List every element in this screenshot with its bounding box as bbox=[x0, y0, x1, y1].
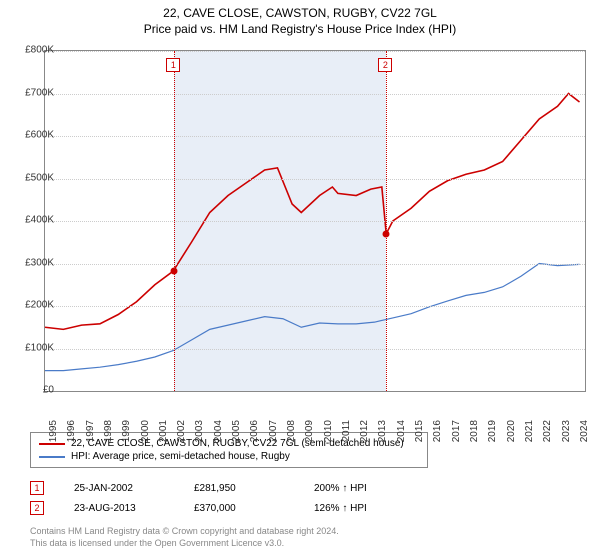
x-axis-label: 2018 bbox=[469, 420, 480, 442]
x-axis-label: 2004 bbox=[213, 420, 224, 442]
sale-pct: 200% ↑ HPI bbox=[314, 483, 404, 494]
sales-table: 1 25-JAN-2002 £281,950 200% ↑ HPI 2 23-AUG-20… bbox=[30, 478, 404, 518]
y-axis-label: £600K bbox=[25, 130, 54, 141]
x-axis-label: 2008 bbox=[286, 420, 297, 442]
sale-marker: 2 bbox=[30, 501, 44, 515]
x-axis-label: 1996 bbox=[66, 420, 77, 442]
y-axis-label: £800K bbox=[25, 45, 54, 56]
sale-row: 2 23-AUG-2013 £370,000 126% ↑ HPI bbox=[30, 498, 404, 518]
x-axis-label: 2023 bbox=[561, 420, 572, 442]
y-axis-label: £100K bbox=[25, 342, 54, 353]
marker-label: 1 bbox=[166, 58, 180, 72]
x-axis-label: 2019 bbox=[487, 420, 498, 442]
x-axis-label: 2022 bbox=[542, 420, 553, 442]
x-axis-label: 2001 bbox=[158, 420, 169, 442]
legend-swatch bbox=[39, 456, 65, 458]
y-axis-label: £200K bbox=[25, 300, 54, 311]
x-axis-label: 2012 bbox=[359, 420, 370, 442]
gridline bbox=[45, 221, 585, 222]
x-axis-label: 2013 bbox=[377, 420, 388, 442]
gridline bbox=[45, 179, 585, 180]
x-axis-label: 1998 bbox=[103, 420, 114, 442]
x-axis-label: 2014 bbox=[396, 420, 407, 442]
x-axis-label: 1997 bbox=[85, 420, 96, 442]
y-axis-label: £400K bbox=[25, 215, 54, 226]
marker-dot bbox=[171, 268, 178, 275]
x-axis-label: 2020 bbox=[506, 420, 517, 442]
marker-line bbox=[174, 51, 175, 391]
x-axis-label: 2005 bbox=[231, 420, 242, 442]
sale-pct: 126% ↑ HPI bbox=[314, 503, 404, 514]
x-axis-label: 1999 bbox=[121, 420, 132, 442]
legend-swatch bbox=[39, 443, 65, 445]
x-axis-label: 2003 bbox=[194, 420, 205, 442]
x-axis-label: 2011 bbox=[341, 420, 352, 442]
marker-line bbox=[386, 51, 387, 391]
sale-price: £370,000 bbox=[194, 503, 284, 514]
x-axis-label: 2000 bbox=[140, 420, 151, 442]
copyright-notice: Contains HM Land Registry data © Crown c… bbox=[30, 526, 339, 549]
sale-date: 23-AUG-2013 bbox=[74, 503, 164, 514]
gridline bbox=[45, 306, 585, 307]
x-axis-label: 2016 bbox=[432, 420, 443, 442]
legend-item: HPI: Average price, semi-detached house,… bbox=[39, 450, 419, 463]
x-axis-label: 2015 bbox=[414, 420, 425, 442]
x-axis-label: 2010 bbox=[323, 420, 334, 442]
sale-date: 25-JAN-2002 bbox=[74, 483, 164, 494]
x-axis-label: 2024 bbox=[579, 420, 590, 442]
copyright-line-2: This data is licensed under the Open Gov… bbox=[30, 538, 339, 550]
chart-subtitle: Price paid vs. HM Land Registry's House … bbox=[0, 20, 600, 36]
gridline bbox=[45, 51, 585, 52]
y-axis-label: £0 bbox=[43, 385, 54, 396]
x-axis-label: 2006 bbox=[249, 420, 260, 442]
series-line-property bbox=[45, 94, 580, 330]
copyright-line-1: Contains HM Land Registry data © Crown c… bbox=[30, 526, 339, 538]
gridline bbox=[45, 349, 585, 350]
gridline bbox=[45, 264, 585, 265]
x-axis-label: 2021 bbox=[524, 420, 535, 442]
series-line-hpi bbox=[45, 264, 580, 371]
y-axis-label: £700K bbox=[25, 87, 54, 98]
y-axis-label: £500K bbox=[25, 172, 54, 183]
x-axis-label: 2017 bbox=[451, 420, 462, 442]
x-axis-label: 1995 bbox=[48, 420, 59, 442]
chart-title: 22, CAVE CLOSE, CAWSTON, RUGBY, CV22 7GL bbox=[0, 0, 600, 20]
sale-row: 1 25-JAN-2002 £281,950 200% ↑ HPI bbox=[30, 478, 404, 498]
sale-price: £281,950 bbox=[194, 483, 284, 494]
x-axis-label: 2009 bbox=[304, 420, 315, 442]
marker-label: 2 bbox=[378, 58, 392, 72]
gridline bbox=[45, 94, 585, 95]
y-axis-label: £300K bbox=[25, 257, 54, 268]
chart-plot-area bbox=[44, 50, 586, 392]
sale-marker: 1 bbox=[30, 481, 44, 495]
x-axis-label: 2007 bbox=[268, 420, 279, 442]
x-axis-label: 2002 bbox=[176, 420, 187, 442]
marker-dot bbox=[383, 230, 390, 237]
gridline bbox=[45, 136, 585, 137]
legend-label: HPI: Average price, semi-detached house,… bbox=[71, 451, 290, 462]
